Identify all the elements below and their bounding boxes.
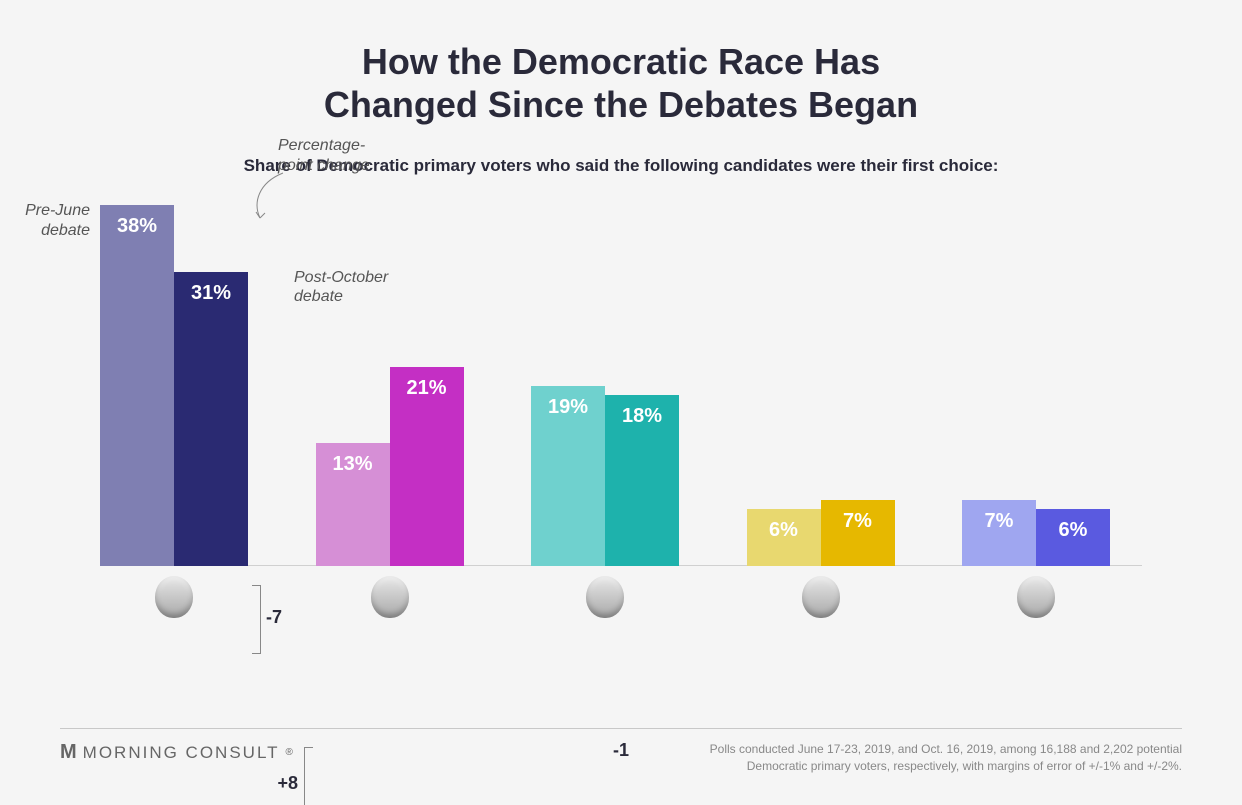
footer-rule — [60, 728, 1182, 729]
avatar-warren — [371, 576, 409, 618]
bar-pre-biden: 38% — [100, 205, 174, 566]
bar-post-buttigieg: 6% — [1036, 509, 1110, 566]
source-note: Polls conducted June 17-23, 2019, and Oc… — [662, 741, 1182, 775]
title-line-2: Changed Since the Debates Began — [324, 84, 918, 125]
avatar-buttigieg — [1017, 576, 1055, 618]
subtitle: Share of Democratic primary voters who s… — [60, 156, 1182, 176]
bar-post-harris: 7% — [821, 500, 895, 567]
footer: M MORNING CONSULT ® Polls conducted June… — [60, 728, 1182, 775]
main-title: How the Democratic Race Has Changed Sinc… — [60, 40, 1182, 126]
brand-text: MORNING CONSULT — [83, 743, 280, 763]
registered-mark-icon: ® — [286, 747, 295, 758]
bar-chart: 38%31%-713%21%+819%18%-16%7%+17%6%-1Pre-… — [60, 186, 1182, 626]
bar-post-warren: 21% — [390, 367, 464, 567]
title-line-1: How the Democratic Race Has — [362, 41, 880, 82]
plot-area: 38%31%-713%21%+819%18%-16%7%+17%6%-1Pre-… — [100, 186, 1142, 566]
infographic-container: How the Democratic Race Has Changed Sinc… — [0, 0, 1242, 805]
bar-post-biden: 31% — [174, 272, 248, 567]
brand-logo: M MORNING CONSULT ® — [60, 741, 295, 764]
avatar-harris — [802, 576, 840, 618]
bar-pre-warren: 13% — [316, 443, 390, 567]
annot-post-debate: Post-Octoberdebate — [294, 268, 388, 306]
bar-pre-harris: 6% — [747, 509, 821, 566]
bar-post-sanders: 18% — [605, 395, 679, 566]
bar-pre-sanders: 19% — [531, 386, 605, 567]
change-label-warren: +8 — [278, 773, 299, 794]
annot-pre-debate: Pre-Junedebate — [10, 201, 90, 239]
change-bracket-biden — [252, 585, 261, 654]
avatar-sanders — [586, 576, 624, 618]
avatar-biden — [155, 576, 193, 618]
bar-pre-buttigieg: 7% — [962, 500, 1036, 567]
brand-mark-icon: M — [60, 741, 77, 764]
annotation-arrow-icon — [238, 168, 318, 238]
change-label-biden: -7 — [266, 607, 282, 628]
